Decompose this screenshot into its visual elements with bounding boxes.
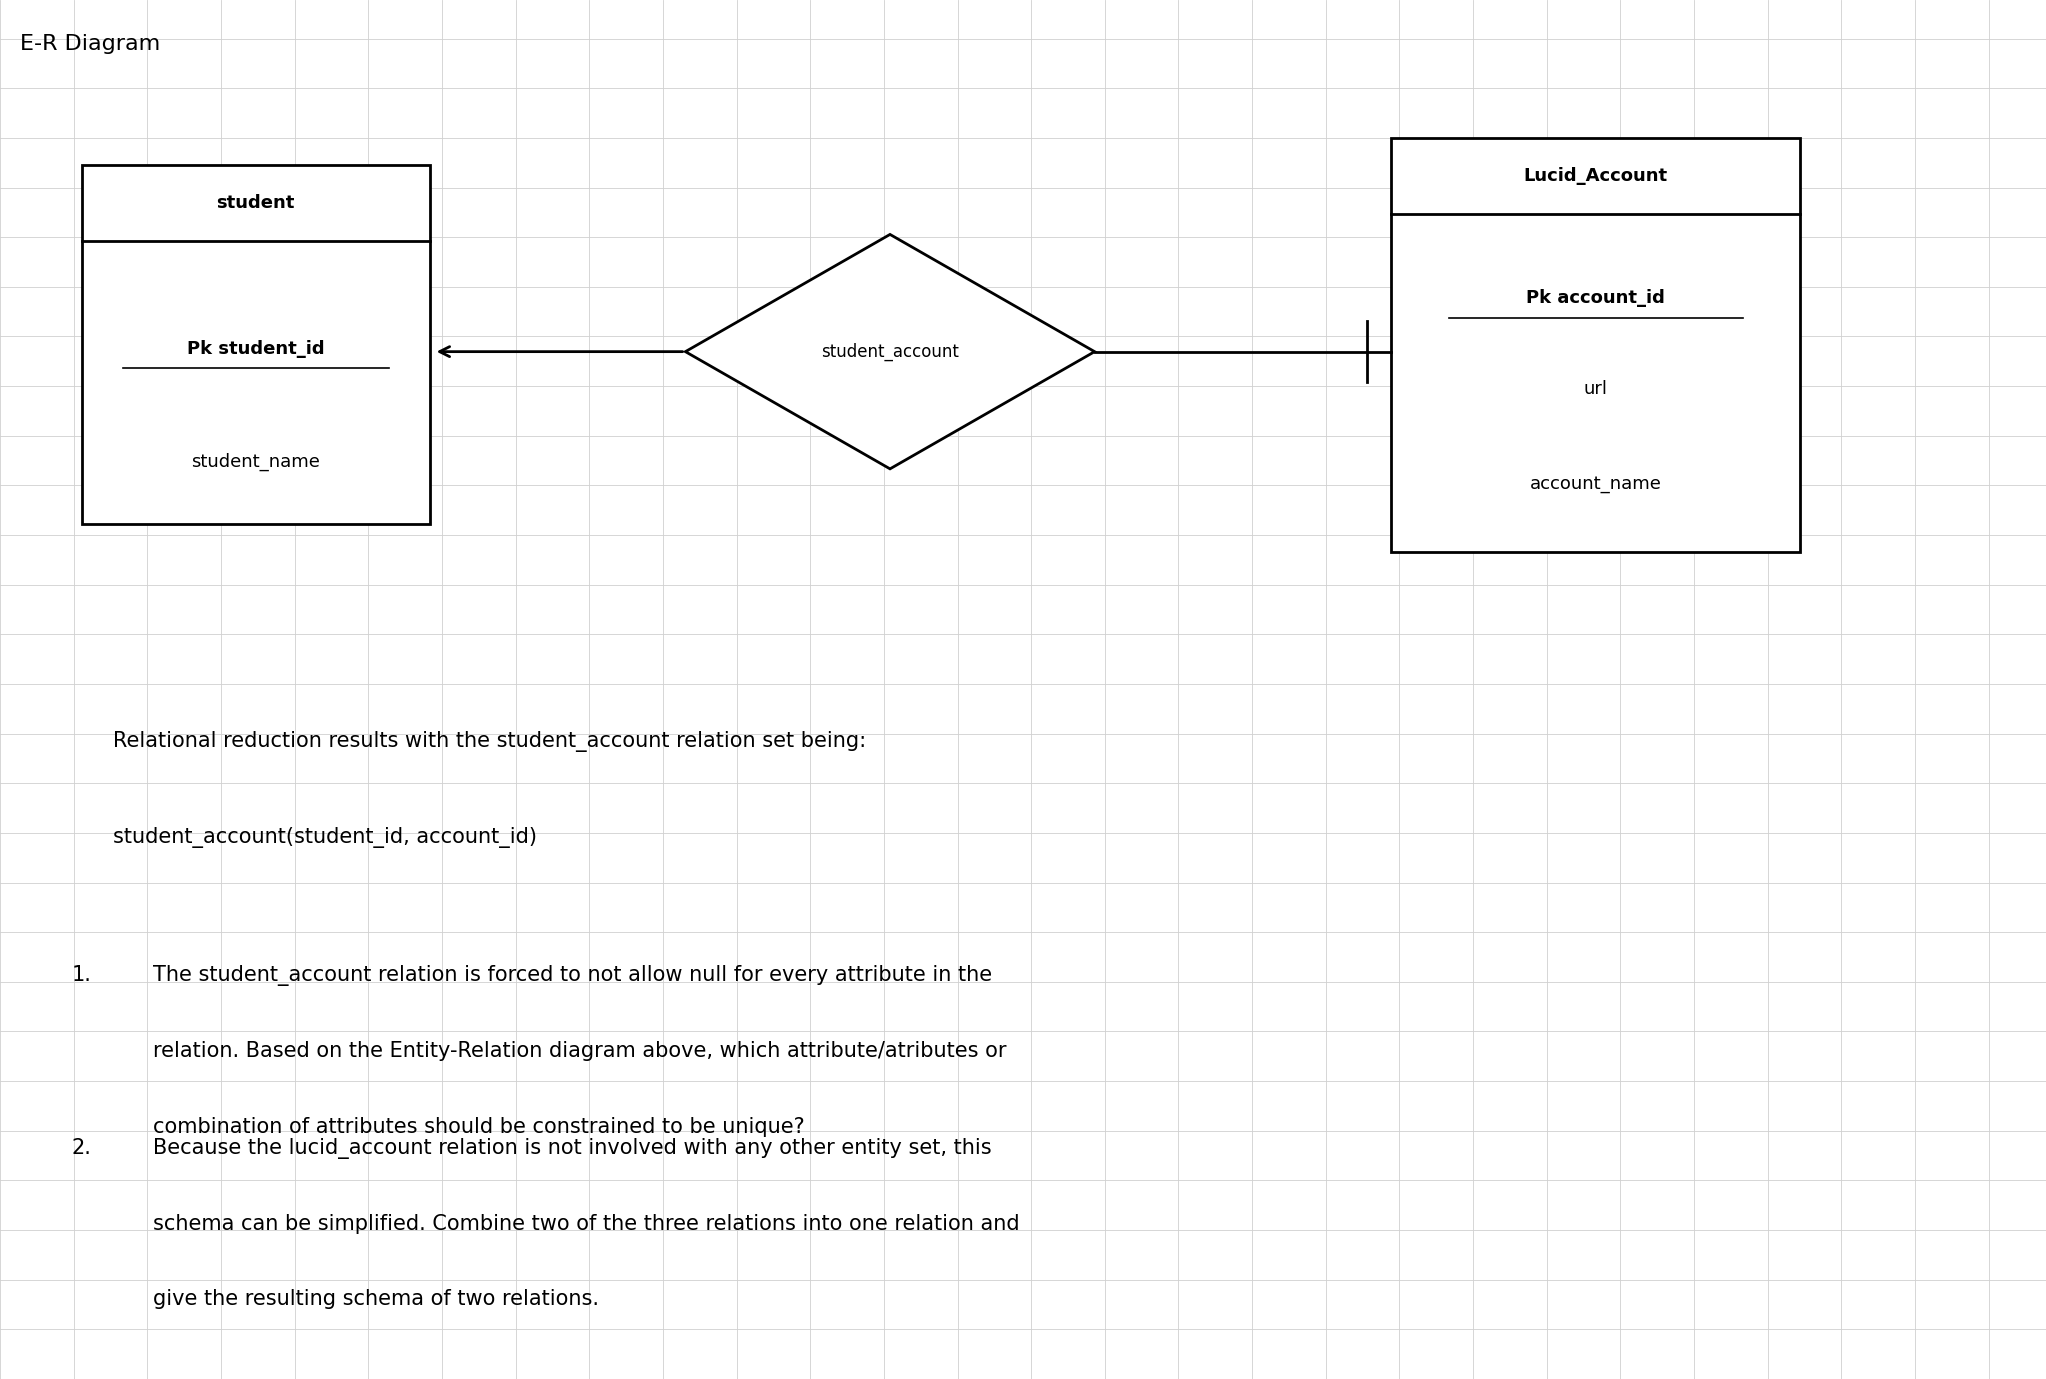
Text: Pk student_id: Pk student_id: [186, 339, 325, 357]
Text: account_name: account_name: [1530, 474, 1661, 494]
Bar: [82, 165, 430, 524]
Text: Because the lucid_account relation is not involved with any other entity set, th: Because the lucid_account relation is no…: [153, 1138, 992, 1158]
Bar: [1391, 138, 1800, 552]
Text: url: url: [1584, 381, 1608, 399]
Text: Relational reduction results with the student_account relation set being:: Relational reduction results with the st…: [113, 731, 865, 752]
Text: student_account: student_account: [820, 342, 960, 361]
Text: 1.: 1.: [72, 965, 92, 986]
Text: student: student: [217, 194, 295, 212]
Text: Lucid_Account: Lucid_Account: [1524, 167, 1667, 185]
Text: The student_account relation is forced to not allow null for every attribute in : The student_account relation is forced t…: [153, 965, 992, 986]
Text: student_name: student_name: [192, 452, 319, 472]
Text: schema can be simplified. Combine two of the three relations into one relation a: schema can be simplified. Combine two of…: [153, 1214, 1021, 1234]
Text: Pk account_id: Pk account_id: [1526, 290, 1665, 308]
Text: 2.: 2.: [72, 1138, 92, 1158]
Text: combination of attributes should be constrained to be unique?: combination of attributes should be cons…: [153, 1117, 806, 1138]
Polygon shape: [685, 234, 1095, 469]
Text: E-R Diagram: E-R Diagram: [20, 34, 162, 55]
Text: relation. Based on the Entity-Relation diagram above, which attribute/atributes : relation. Based on the Entity-Relation d…: [153, 1041, 1007, 1062]
Text: give the resulting schema of two relations.: give the resulting schema of two relatio…: [153, 1289, 599, 1310]
Text: student_account(student_id, account_id): student_account(student_id, account_id): [113, 827, 536, 848]
